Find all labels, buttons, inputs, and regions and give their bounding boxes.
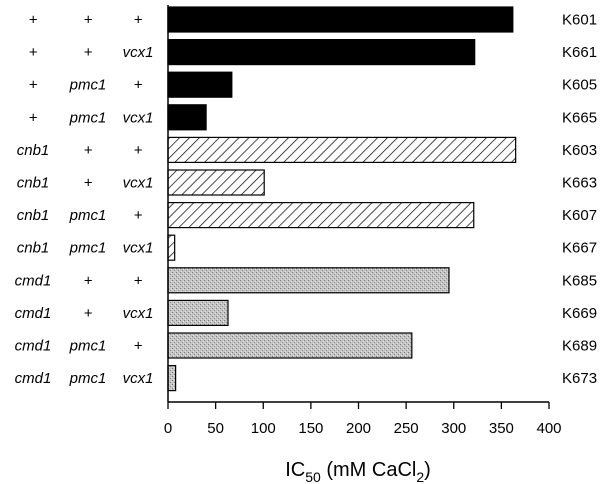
bar-row: cmd1 + vcx1 K669 xyxy=(15,299,597,326)
bar-K673 xyxy=(167,365,177,392)
x-axis-ticks: 0 50 100 150 200 250 300 350 400 xyxy=(164,402,562,437)
x-tick-label: 300 xyxy=(441,420,466,437)
bar-row: cmd1 + + K685 xyxy=(15,267,597,294)
genotype-label: + xyxy=(134,207,143,224)
genotype-label: pmc1 xyxy=(69,338,107,355)
strain-label: K665 xyxy=(562,109,597,126)
genotype-label: pmc1 xyxy=(69,207,107,224)
genotype-label: + xyxy=(29,109,38,126)
genotype-label: cmd1 xyxy=(15,272,52,289)
strain-label: K603 xyxy=(562,142,597,159)
genotype-label: cmd1 xyxy=(15,338,52,355)
bar-K685 xyxy=(167,267,450,294)
x-tick-label: 50 xyxy=(207,420,224,437)
bar-K667 xyxy=(167,234,176,261)
bar-K607 xyxy=(167,202,475,229)
bar-K689 xyxy=(167,332,413,359)
x-tick-label: 100 xyxy=(251,420,276,437)
genotype-label: + xyxy=(29,44,38,61)
genotype-label: + xyxy=(29,12,38,29)
bar-row: cmd1 pmc1 vcx1 K673 xyxy=(15,365,597,392)
bar-row: cnb1 pmc1 vcx1 K667 xyxy=(17,234,597,261)
bar-K665 xyxy=(167,104,207,131)
bar-row: cnb1 + + K603 xyxy=(17,136,597,163)
strain-label: K601 xyxy=(562,12,597,29)
genotype-label: vcx1 xyxy=(123,240,154,257)
strain-label: K689 xyxy=(562,338,597,355)
genotype-label: pmc1 xyxy=(69,240,107,257)
bar-K603 xyxy=(167,136,517,163)
x-tick-label: 400 xyxy=(536,420,561,437)
genotype-label: vcx1 xyxy=(123,44,154,61)
x-tick-label: 200 xyxy=(346,420,371,437)
genotype-label: cnb1 xyxy=(17,207,50,224)
genotype-label: + xyxy=(134,12,143,29)
x-tick-label: 350 xyxy=(489,420,514,437)
genotype-label: vcx1 xyxy=(123,175,154,192)
bar-K661 xyxy=(167,38,476,66)
bar-row: + + vcx1 K661 xyxy=(29,38,597,66)
genotype-label: pmc1 xyxy=(69,109,107,126)
x-axis-title-sub2: 2 xyxy=(416,469,424,484)
genotype-label: + xyxy=(134,338,143,355)
bar-rows: + + + K601 + + vcx1 K661 + pmc1 + K605 + pmc1 vcx1 K665… xyxy=(15,6,597,392)
strain-label: K605 xyxy=(562,77,597,94)
bar-row: cmd1 pmc1 + K689 xyxy=(15,332,597,359)
genotype-label: + xyxy=(84,175,93,192)
genotype-label: + xyxy=(84,44,93,61)
x-tick-label: 150 xyxy=(298,420,323,437)
genotype-label: vcx1 xyxy=(123,370,154,387)
bar-K669 xyxy=(167,299,229,326)
genotype-label: + xyxy=(134,77,143,94)
bar-row: + + + K601 xyxy=(29,6,597,33)
genotype-label: cnb1 xyxy=(17,142,50,159)
bar-row: cnb1 pmc1 + K607 xyxy=(17,202,597,229)
strain-label: K663 xyxy=(562,175,597,192)
bar-row: cnb1 + vcx1 K663 xyxy=(17,169,597,196)
strain-label: K607 xyxy=(562,207,597,224)
bar-row: + pmc1 vcx1 K665 xyxy=(29,104,597,131)
genotype-label: + xyxy=(134,142,143,159)
x-axis-title-mid: (mM CaCl xyxy=(321,459,417,481)
strain-label: K673 xyxy=(562,370,597,387)
genotype-label: vcx1 xyxy=(123,305,154,322)
strain-label: K667 xyxy=(562,240,597,257)
genotype-label: + xyxy=(29,77,38,94)
genotype-label: cnb1 xyxy=(17,240,50,257)
bar-K663 xyxy=(167,169,265,196)
genotype-label: + xyxy=(84,12,93,29)
x-axis-title-end: ) xyxy=(424,459,431,481)
bar-row: + pmc1 + K605 xyxy=(29,71,597,98)
genotype-label: + xyxy=(84,142,93,159)
x-axis-title-sub: 50 xyxy=(305,469,321,484)
x-tick-label: 0 xyxy=(164,420,172,437)
strain-label: K685 xyxy=(562,272,597,289)
genotype-label: cmd1 xyxy=(15,370,52,387)
bar-K601 xyxy=(167,6,514,33)
genotype-label: pmc1 xyxy=(69,370,107,387)
strain-label: K669 xyxy=(562,305,597,322)
x-axis-title-main: IC xyxy=(285,459,305,481)
genotype-label: + xyxy=(134,272,143,289)
genotype-label: + xyxy=(84,305,93,322)
genotype-label: pmc1 xyxy=(69,77,107,94)
genotype-label: cnb1 xyxy=(17,175,50,192)
strain-label: K661 xyxy=(562,44,597,61)
genotype-label: cmd1 xyxy=(15,305,52,322)
bar-K605 xyxy=(167,71,233,98)
genotype-label: + xyxy=(84,272,93,289)
genotype-label: vcx1 xyxy=(123,109,154,126)
x-axis-title: IC50 (mM CaCl2) xyxy=(285,459,431,484)
x-tick-label: 250 xyxy=(394,420,419,437)
